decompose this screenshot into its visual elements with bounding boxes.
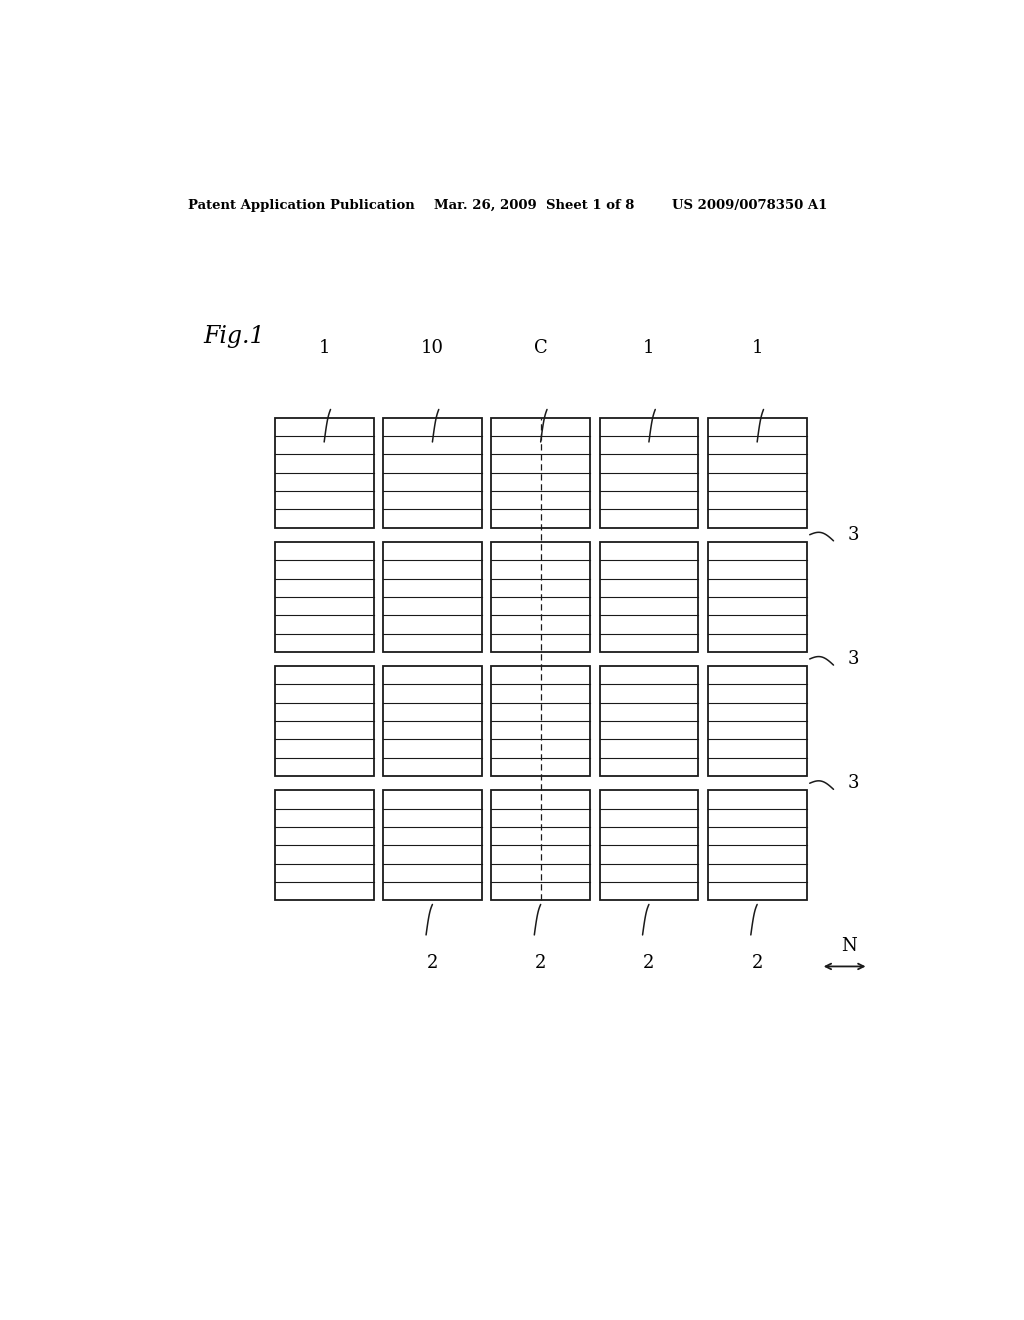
Bar bbox=[600, 417, 698, 528]
Bar bbox=[492, 417, 590, 528]
Bar bbox=[708, 667, 807, 776]
Bar bbox=[274, 417, 374, 528]
Bar bbox=[274, 541, 374, 652]
Bar bbox=[492, 791, 590, 900]
Text: 2: 2 bbox=[643, 954, 654, 973]
Bar bbox=[708, 791, 807, 900]
Text: 3: 3 bbox=[848, 775, 859, 792]
Text: Patent Application Publication: Patent Application Publication bbox=[187, 198, 415, 211]
Text: 2: 2 bbox=[752, 954, 763, 973]
Bar bbox=[708, 541, 807, 652]
Bar bbox=[383, 541, 481, 652]
Text: US 2009/0078350 A1: US 2009/0078350 A1 bbox=[672, 198, 827, 211]
Bar bbox=[492, 541, 590, 652]
Bar bbox=[383, 791, 481, 900]
Bar bbox=[383, 417, 481, 528]
Text: 1: 1 bbox=[318, 339, 330, 358]
Text: Mar. 26, 2009  Sheet 1 of 8: Mar. 26, 2009 Sheet 1 of 8 bbox=[433, 198, 634, 211]
Bar bbox=[492, 667, 590, 776]
Bar bbox=[600, 541, 698, 652]
Bar bbox=[383, 667, 481, 776]
Text: 3: 3 bbox=[848, 525, 859, 544]
Bar bbox=[274, 791, 374, 900]
Bar bbox=[708, 417, 807, 528]
Bar bbox=[600, 791, 698, 900]
Text: 2: 2 bbox=[427, 954, 438, 973]
Text: 1: 1 bbox=[752, 339, 763, 358]
Text: Fig.1: Fig.1 bbox=[204, 325, 265, 347]
Text: 2: 2 bbox=[535, 954, 547, 973]
Text: 3: 3 bbox=[848, 649, 859, 668]
Text: N: N bbox=[841, 937, 856, 956]
Text: C: C bbox=[534, 339, 548, 358]
Text: 1: 1 bbox=[643, 339, 654, 358]
Bar bbox=[274, 667, 374, 776]
Text: 10: 10 bbox=[421, 339, 444, 358]
Bar bbox=[600, 667, 698, 776]
